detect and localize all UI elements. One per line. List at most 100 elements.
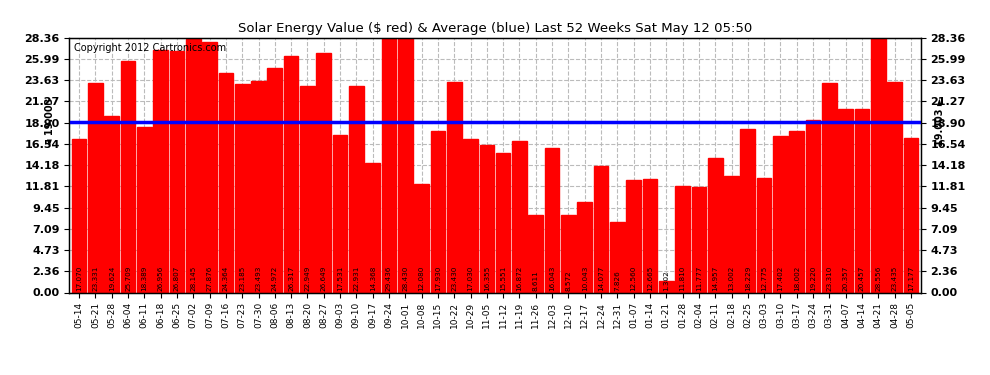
Bar: [643, 178, 657, 292]
Text: 17.531: 17.531: [337, 266, 344, 291]
Bar: [88, 83, 103, 292]
Text: ◄ 19.003: ◄ 19.003: [45, 98, 54, 146]
Bar: [594, 166, 609, 292]
Bar: [317, 53, 331, 292]
Text: 19.003 ►: 19.003 ►: [936, 98, 945, 146]
Text: 28.556: 28.556: [875, 266, 881, 291]
Bar: [431, 131, 446, 292]
Bar: [479, 146, 494, 292]
Bar: [756, 178, 771, 292]
Bar: [904, 138, 919, 292]
Text: 22.931: 22.931: [353, 266, 359, 291]
Bar: [692, 187, 706, 292]
Text: 12.560: 12.560: [631, 266, 637, 291]
Text: 19.624: 19.624: [109, 266, 115, 291]
Text: 12.665: 12.665: [646, 266, 653, 291]
Text: 17.930: 17.930: [435, 266, 441, 291]
Bar: [153, 50, 168, 292]
Bar: [871, 36, 886, 292]
Text: 16.355: 16.355: [484, 266, 490, 291]
Bar: [137, 127, 151, 292]
Bar: [789, 130, 804, 292]
Bar: [121, 62, 136, 292]
Text: 19.220: 19.220: [810, 266, 816, 291]
Text: 18.002: 18.002: [794, 266, 800, 291]
Bar: [186, 39, 201, 292]
Bar: [267, 68, 282, 292]
Text: 26.317: 26.317: [288, 266, 294, 291]
Text: 14.077: 14.077: [598, 266, 604, 291]
Text: 25.709: 25.709: [125, 266, 131, 291]
Text: 29.436: 29.436: [386, 266, 392, 291]
Text: 23.185: 23.185: [240, 266, 246, 291]
Bar: [463, 140, 478, 292]
Bar: [496, 153, 511, 292]
Bar: [610, 222, 625, 292]
Text: 11.810: 11.810: [679, 266, 685, 291]
Bar: [577, 202, 592, 292]
Bar: [708, 158, 723, 292]
Text: Copyright 2012 Cartronics.com: Copyright 2012 Cartronics.com: [73, 43, 226, 52]
Text: 11.777: 11.777: [696, 266, 702, 291]
Text: 12.080: 12.080: [419, 266, 425, 291]
Bar: [741, 129, 755, 292]
Text: 26.807: 26.807: [174, 266, 180, 291]
Text: 23.430: 23.430: [451, 266, 457, 291]
Text: 18.389: 18.389: [142, 266, 148, 291]
Bar: [365, 163, 380, 292]
Text: 22.949: 22.949: [305, 266, 311, 291]
Text: 13.002: 13.002: [729, 266, 735, 291]
Text: 20.357: 20.357: [842, 266, 848, 291]
Bar: [71, 139, 86, 292]
Text: 24.364: 24.364: [223, 266, 229, 291]
Bar: [887, 82, 902, 292]
Text: 15.551: 15.551: [500, 266, 506, 291]
Bar: [219, 74, 234, 292]
Text: 10.043: 10.043: [582, 266, 588, 291]
Bar: [822, 83, 837, 292]
Bar: [235, 84, 249, 292]
Bar: [675, 186, 690, 292]
Text: 8.611: 8.611: [533, 270, 539, 291]
Text: 12.775: 12.775: [761, 266, 767, 291]
Bar: [169, 51, 184, 292]
Bar: [104, 116, 119, 292]
Text: 14.368: 14.368: [369, 266, 375, 291]
Bar: [202, 42, 217, 292]
Text: 20.457: 20.457: [859, 266, 865, 291]
Text: 16.043: 16.043: [549, 266, 555, 291]
Text: 16.872: 16.872: [517, 266, 523, 291]
Text: 26.649: 26.649: [321, 266, 327, 291]
Bar: [333, 135, 347, 292]
Bar: [300, 86, 315, 292]
Text: 23.435: 23.435: [892, 266, 898, 291]
Text: 7.826: 7.826: [615, 270, 621, 291]
Bar: [512, 141, 527, 292]
Text: 8.572: 8.572: [565, 270, 571, 291]
Bar: [414, 184, 429, 292]
Bar: [839, 110, 853, 292]
Text: 17.177: 17.177: [908, 266, 914, 291]
Text: 26.956: 26.956: [157, 266, 163, 291]
Bar: [251, 81, 266, 292]
Bar: [806, 120, 821, 292]
Bar: [854, 108, 869, 292]
Text: 14.957: 14.957: [712, 266, 718, 291]
Text: 28.430: 28.430: [402, 266, 408, 291]
Bar: [381, 28, 396, 292]
Text: 27.876: 27.876: [207, 266, 213, 291]
Bar: [398, 37, 413, 292]
Text: 18.229: 18.229: [744, 266, 750, 291]
Bar: [529, 215, 544, 292]
Title: Solar Energy Value ($ red) & Average (blue) Last 52 Weeks Sat May 12 05:50: Solar Energy Value ($ red) & Average (bl…: [238, 22, 752, 35]
Bar: [627, 180, 641, 292]
Text: 23.331: 23.331: [92, 266, 98, 291]
Text: 23.493: 23.493: [255, 266, 261, 291]
Text: 24.972: 24.972: [272, 266, 278, 291]
Bar: [284, 56, 298, 292]
Text: 17.402: 17.402: [777, 266, 783, 291]
Text: 23.310: 23.310: [827, 266, 833, 291]
Bar: [446, 82, 461, 292]
Bar: [659, 281, 673, 292]
Text: 28.145: 28.145: [190, 266, 196, 291]
